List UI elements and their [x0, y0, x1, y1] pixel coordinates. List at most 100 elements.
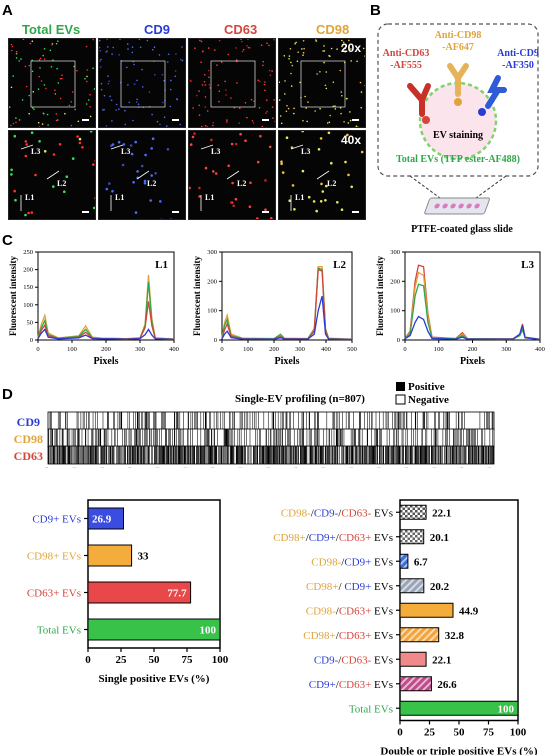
positive-ev-mark: [286, 446, 287, 464]
ev-dot: [360, 91, 363, 93]
ev-dot: [301, 169, 305, 173]
positive-ev-mark: [297, 429, 298, 447]
ev-dot: [127, 84, 129, 86]
positive-ev-mark: [112, 446, 114, 464]
bar: [399, 553, 409, 569]
positive-ev-mark: [118, 446, 119, 464]
ev-dot: [9, 106, 11, 108]
ev-dot: [38, 140, 41, 143]
positive-ev-mark: [192, 446, 193, 464]
positive-ev-mark: [237, 446, 238, 464]
ev-dot: [232, 204, 235, 208]
positive-ev-mark: [73, 429, 74, 447]
positive-ev-mark: [376, 429, 378, 447]
positive-ev-mark: [416, 446, 417, 464]
positive-ev-mark: [48, 446, 49, 464]
ev-dot: [128, 101, 131, 104]
positive-ev-mark: [259, 429, 260, 447]
positive-ev-mark: [241, 412, 243, 430]
positive-ev-mark: [458, 412, 459, 430]
panel-b-letter: B: [370, 2, 381, 19]
positive-ev-mark: [293, 412, 294, 430]
ev-dot: [225, 94, 227, 96]
positive-ev-mark: [359, 446, 361, 464]
positive-ev-mark: [337, 429, 339, 447]
positive-ev-mark: [311, 446, 313, 464]
ev-dot: [84, 77, 86, 80]
positive-ev-mark: [406, 412, 407, 430]
positive-ev-mark: [453, 429, 455, 447]
positive-ev-mark: [129, 446, 131, 464]
positive-ev-mark: [285, 446, 287, 464]
positive-ev-mark: [433, 446, 434, 464]
positive-ev-mark: [70, 446, 71, 464]
positive-ev-mark: [425, 429, 427, 447]
bar: [87, 544, 133, 567]
positive-ev-mark: [290, 412, 291, 430]
positive-ev-mark: [108, 446, 109, 464]
positive-ev-mark: [279, 446, 280, 464]
positive-ev-mark: [73, 446, 75, 464]
positive-ev-mark: [359, 429, 360, 447]
ev-dot: [321, 190, 325, 193]
positive-ev-mark: [368, 446, 370, 464]
ev-dot: [41, 123, 44, 125]
ev-dot: [154, 73, 156, 76]
positive-ev-mark: [134, 446, 135, 464]
positive-ev-mark: [130, 429, 132, 447]
ev-dot: [204, 84, 207, 86]
category-label: CD98-/CD63+ EVs: [306, 605, 393, 617]
ev-dot: [364, 80, 365, 82]
magnification-20x: 20x: [340, 41, 361, 55]
positive-ev-mark: [281, 446, 283, 464]
positive-ev-mark: [300, 429, 301, 447]
positive-ev-mark: [141, 446, 143, 464]
positive-ev-mark: [354, 446, 356, 464]
positive-ev-mark: [370, 446, 372, 464]
positive-ev-mark: [261, 446, 263, 464]
positive-ev-mark: [446, 446, 448, 464]
ev-dot: [43, 58, 46, 60]
positive-ev-mark: [127, 412, 129, 430]
ev-dot: [185, 214, 186, 217]
ev-dot: [206, 126, 209, 127]
positive-ev-mark: [218, 446, 219, 464]
category-label: CD98-/CD9+ EVs: [311, 556, 393, 568]
ev-dot: [279, 81, 281, 83]
series-line: [221, 267, 353, 341]
positive-ev-mark: [127, 446, 129, 464]
positive-ev-mark: [453, 446, 455, 464]
positive-ev-mark: [322, 446, 323, 464]
positive-ev-mark: [94, 446, 96, 464]
ev-dot: [244, 139, 247, 142]
positive-ev-mark: [133, 446, 135, 464]
positive-ev-mark: [266, 446, 268, 464]
positive-ev-mark: [170, 429, 171, 447]
ev-dot: [249, 47, 251, 49]
positive-ev-mark: [51, 446, 52, 464]
zoom-box: [210, 60, 256, 108]
ev-dot: [106, 39, 108, 40]
positive-ev-mark: [180, 446, 182, 464]
ev-dot: [301, 48, 303, 50]
ev-dot: [224, 80, 226, 83]
ev-dot: [15, 50, 18, 53]
positive-ev-mark: [276, 446, 278, 464]
positive-ev-mark: [225, 429, 226, 447]
positive-ev-mark: [229, 446, 231, 464]
positive-ev-mark: [207, 429, 209, 447]
positive-ev-mark: [171, 446, 172, 464]
ev-dot: [47, 124, 49, 126]
ev-dot: [214, 172, 218, 175]
positive-ev-mark: [375, 446, 377, 464]
ev-dot: [50, 66, 53, 68]
ev-dot: [241, 50, 244, 53]
y-tick-label: 200: [390, 278, 400, 285]
positive-ev-mark: [426, 429, 428, 447]
line-l2: [316, 170, 330, 180]
x-tick-label: 100: [67, 346, 77, 353]
ev-dot: [149, 199, 152, 202]
positive-ev-mark: [247, 446, 249, 464]
ev-dot: [40, 80, 43, 82]
positive-ev-mark: [270, 446, 272, 464]
